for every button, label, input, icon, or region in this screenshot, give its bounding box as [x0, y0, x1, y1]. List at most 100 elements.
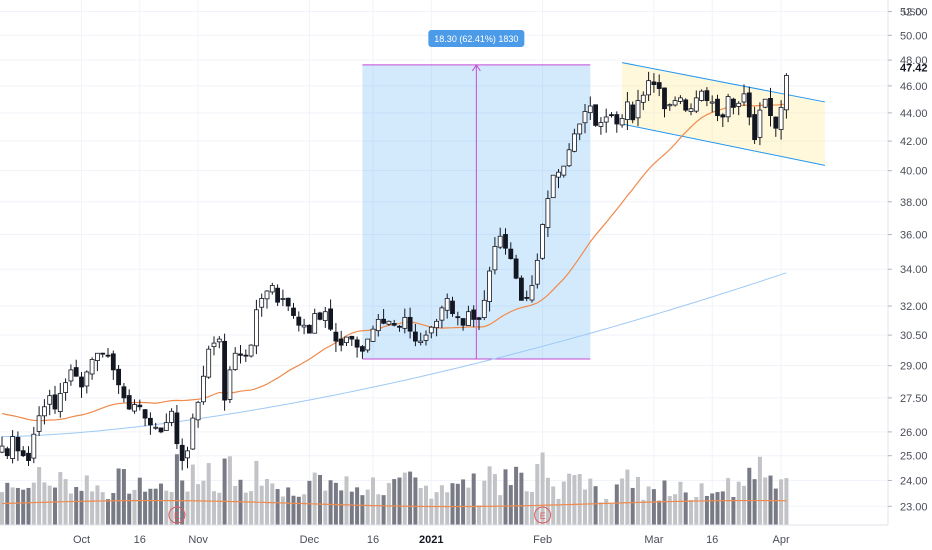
- candle: [47, 389, 53, 416]
- candle: [338, 330, 344, 352]
- candle: [301, 318, 307, 335]
- volume-bar: [439, 485, 444, 525]
- price-axis[interactable]: USD 52.00 50.00 48.00 46.00 44.00 42.00 40.00 3…: [887, 0, 928, 525]
- volume-bar: [588, 478, 593, 525]
- volume-bar: [344, 476, 349, 525]
- volume-bar: [492, 474, 497, 525]
- volume-bar: [609, 503, 614, 525]
- candle: [132, 399, 137, 414]
- candle: [333, 323, 339, 353]
- volume-bar: [736, 481, 741, 525]
- candle: [757, 102, 763, 146]
- volume-bar: [233, 485, 238, 525]
- candle: [471, 305, 477, 328]
- volume-bar: [116, 468, 121, 525]
- volume-bar: [482, 480, 487, 525]
- price-tick-label: 50.00: [900, 30, 928, 42]
- candle: [402, 308, 408, 334]
- candle: [312, 308, 318, 334]
- candle: [736, 101, 742, 116]
- candle: [375, 313, 381, 337]
- volume-bar: [185, 491, 190, 525]
- candle: [190, 413, 196, 450]
- volume-bar: [583, 489, 587, 525]
- time-axis[interactable]: Oct 16 Nov Dec 16 2021 Feb Mar 16 Apr: [0, 524, 888, 546]
- candle: [163, 413, 169, 431]
- descending-channel[interactable]: [621, 62, 826, 166]
- volume-bars: [0, 452, 789, 525]
- volume-bar: [10, 487, 15, 525]
- candle: [412, 323, 418, 347]
- price-tick-label: 48.00: [900, 55, 928, 67]
- volume-bar: [355, 487, 360, 525]
- volume-bar: [477, 505, 481, 525]
- last-price-label: 47.42: [900, 62, 928, 74]
- candle: [57, 382, 63, 418]
- candle: [640, 91, 646, 111]
- price-tick-label: 40.00: [900, 166, 928, 178]
- candle: [110, 350, 116, 380]
- volume-bar: [508, 485, 513, 525]
- volume-bar: [424, 485, 428, 525]
- channel-upper-line: [622, 62, 825, 103]
- volume-bar: [673, 494, 678, 525]
- time-tick-label: Dec: [300, 534, 320, 546]
- volume-bar: [540, 452, 545, 525]
- volume-bar: [694, 497, 699, 525]
- volume-bar: [90, 491, 95, 525]
- candle: [556, 168, 561, 189]
- candle: [126, 389, 132, 410]
- candle: [534, 253, 540, 289]
- volume-bar: [715, 492, 720, 525]
- candle: [709, 95, 715, 113]
- candle: [158, 427, 164, 434]
- candle: [587, 96, 593, 120]
- candle: [397, 325, 402, 332]
- volume-bar: [318, 474, 322, 525]
- volume-bar: [296, 496, 301, 525]
- volume-bar: [21, 489, 26, 525]
- candle: [253, 299, 259, 355]
- volume-bar: [84, 475, 89, 525]
- candle: [678, 95, 683, 105]
- candle: [169, 408, 175, 427]
- volume-bar: [593, 486, 598, 525]
- volume-bar: [614, 484, 619, 525]
- volume-bar: [365, 489, 370, 525]
- volume-bar: [153, 488, 158, 525]
- candle: [566, 143, 572, 168]
- candle: [4, 446, 10, 460]
- volume-bar: [371, 477, 375, 525]
- volume-bar: [333, 482, 338, 525]
- price-tick-label: 44.00: [900, 108, 928, 120]
- volume-bar: [42, 482, 47, 525]
- candle: [391, 319, 397, 327]
- price-tick-label: 25.00: [900, 451, 928, 463]
- time-tick-label: Oct: [73, 534, 90, 546]
- candle: [725, 93, 731, 123]
- candle: [672, 96, 678, 107]
- candle: [423, 330, 429, 346]
- volume-bar: [206, 463, 211, 525]
- volume-bar: [74, 487, 79, 525]
- measure-label: 18.30 (62.41%) 1830: [434, 34, 518, 44]
- earnings-marker[interactable]: E: [168, 506, 186, 524]
- price-tick-label: 27.50: [900, 393, 928, 405]
- candle: [179, 438, 185, 471]
- candle: [746, 86, 752, 126]
- volume-bar: [598, 502, 603, 525]
- candle: [529, 275, 535, 303]
- volume-bar: [530, 491, 534, 525]
- candle: [68, 364, 74, 386]
- earnings-marker[interactable]: E: [534, 506, 552, 524]
- candle: [121, 383, 127, 403]
- volume-bar: [127, 493, 132, 525]
- candle: [222, 333, 228, 411]
- candle: [752, 106, 757, 144]
- candle: [259, 293, 265, 317]
- measure-range-box[interactable]: 18.30 (62.41%) 1830: [362, 30, 591, 360]
- candle: [762, 98, 768, 109]
- candle: [238, 344, 243, 364]
